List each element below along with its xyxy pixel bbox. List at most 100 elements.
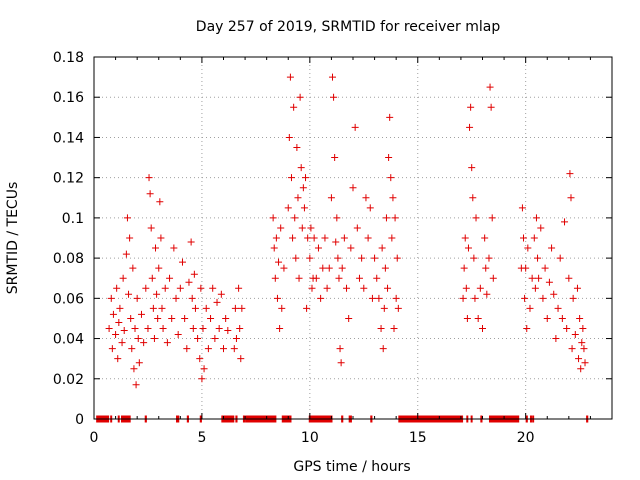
data-point [189, 325, 197, 332]
data-point [129, 264, 137, 272]
data-point [295, 274, 303, 282]
data-point [526, 304, 534, 312]
data-point [328, 73, 336, 81]
data-point [358, 254, 366, 262]
data-point [135, 359, 143, 367]
data-point [537, 224, 545, 232]
data-point [113, 284, 121, 292]
data-point [174, 331, 182, 339]
x-tick-label: 0 [90, 430, 99, 446]
data-point [237, 355, 245, 363]
data-point [190, 270, 198, 278]
data-point [187, 238, 195, 246]
data-point [347, 244, 355, 252]
data-point [114, 355, 122, 363]
data-point [275, 258, 283, 266]
data-point [327, 194, 335, 202]
data-point [575, 355, 583, 363]
data-point [337, 359, 345, 367]
data-point [183, 345, 191, 353]
data-point [340, 234, 348, 242]
data-point [375, 294, 383, 302]
data-point [472, 214, 480, 222]
data-point [133, 294, 141, 302]
data-point [118, 339, 126, 347]
data-point [123, 214, 131, 222]
data-point [362, 194, 370, 202]
data-point [163, 339, 171, 347]
data-point [469, 194, 477, 202]
data-point [126, 234, 134, 242]
data-point [146, 190, 154, 198]
data-point [152, 244, 160, 252]
data-point [280, 264, 288, 272]
data-point [479, 325, 486, 332]
data-point [312, 274, 320, 282]
data-point [236, 325, 244, 332]
y-tick-label: 0.08 [53, 251, 84, 267]
data-point [116, 304, 124, 312]
data-point [576, 314, 584, 322]
data-point [577, 365, 585, 373]
data-point [486, 83, 494, 91]
data-point [127, 314, 135, 322]
data-point [289, 234, 297, 242]
x-tick-label: 5 [197, 430, 206, 446]
data-point [122, 250, 130, 258]
data-point [379, 345, 387, 353]
data-point [181, 314, 189, 322]
data-point [355, 274, 363, 282]
data-point [548, 244, 556, 252]
data-point [197, 284, 205, 292]
data-point [153, 290, 161, 298]
data-point [178, 258, 186, 266]
data-point [364, 234, 372, 242]
data-point [476, 284, 484, 292]
data-point [278, 304, 286, 312]
data-point [556, 254, 564, 262]
data-point [220, 345, 227, 353]
data-point [460, 264, 468, 272]
data-point [366, 204, 374, 212]
data-point [166, 274, 174, 282]
y-tick-label: 0.18 [53, 50, 84, 66]
data-point [571, 331, 579, 339]
data-point [271, 274, 279, 282]
data-point [273, 294, 281, 302]
data-point [137, 310, 145, 318]
x-tick-label: 15 [409, 430, 427, 446]
data-point [349, 184, 357, 192]
data-point [483, 290, 491, 298]
data-point [148, 274, 156, 282]
data-point [292, 254, 300, 262]
data-point [552, 335, 560, 343]
data-point [291, 214, 299, 222]
data-point [474, 314, 482, 322]
data-point [343, 284, 351, 292]
data-point [217, 290, 225, 298]
data-point [521, 294, 529, 302]
data-point [211, 335, 219, 343]
data-point [532, 214, 540, 222]
chart-title: Day 257 of 2019, SRMTID for receiver mla… [196, 19, 501, 35]
data-point [580, 345, 588, 353]
data-point [134, 335, 142, 343]
data-point [520, 234, 528, 242]
data-point [371, 254, 379, 262]
data-point [270, 244, 278, 252]
data-point [290, 103, 298, 111]
y-tick-label: 0 [75, 412, 84, 428]
data-point [235, 284, 243, 292]
data-point [466, 123, 474, 131]
data-point [464, 244, 472, 252]
data-point [378, 244, 386, 252]
data-point [470, 254, 478, 262]
data-point [373, 274, 381, 282]
data-point [488, 214, 496, 222]
data-point [130, 365, 138, 373]
data-point [541, 264, 549, 272]
data-point [308, 284, 316, 292]
data-point [565, 274, 573, 282]
data-point [388, 234, 396, 242]
